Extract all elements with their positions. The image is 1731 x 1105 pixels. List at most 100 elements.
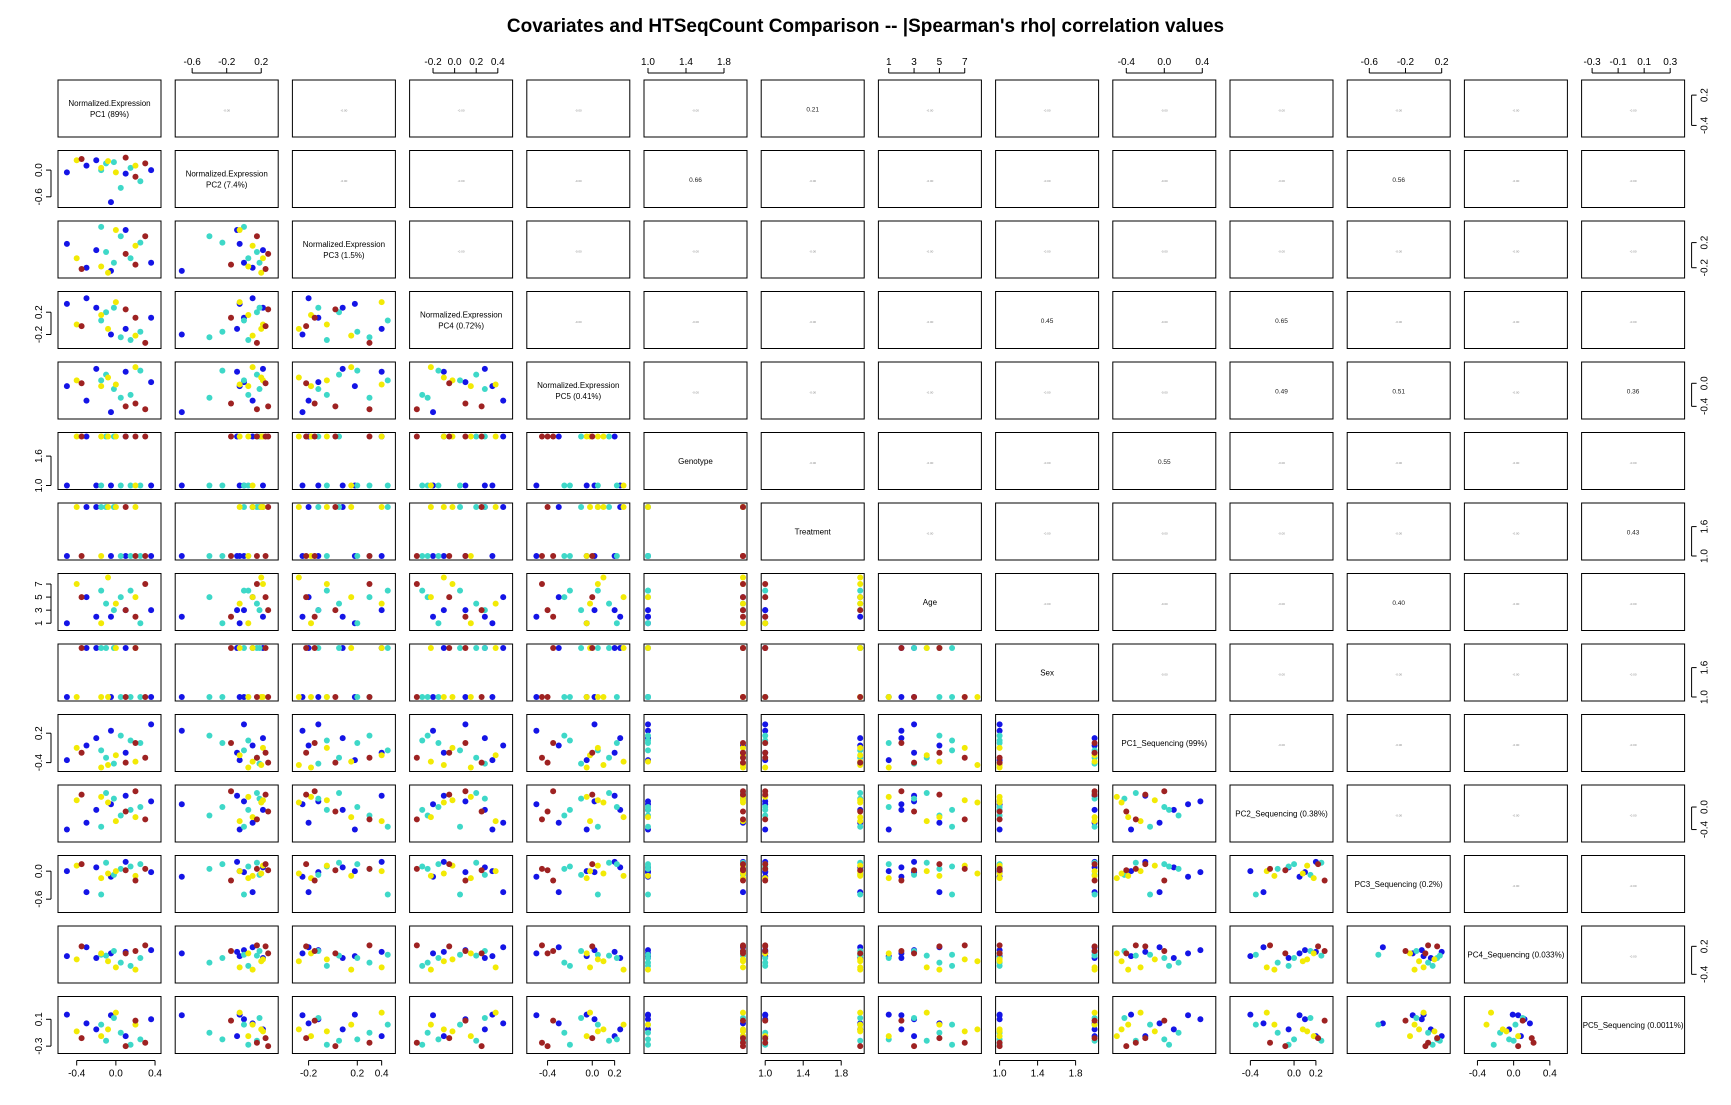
data-point xyxy=(245,950,252,957)
data-point xyxy=(961,942,968,949)
data-point xyxy=(550,1017,557,1024)
data-point xyxy=(253,789,260,796)
data-point xyxy=(148,259,155,266)
data-point xyxy=(1091,758,1098,765)
data-point xyxy=(137,553,144,559)
data-point xyxy=(1422,1043,1429,1050)
panel-frame xyxy=(1112,573,1217,631)
data-point xyxy=(885,740,892,746)
data-point xyxy=(561,1029,568,1036)
data-point xyxy=(898,948,905,954)
data-point xyxy=(645,1029,651,1036)
correlation-value: -0.00 xyxy=(1044,602,1051,606)
data-point xyxy=(378,948,385,955)
data-point xyxy=(98,620,105,627)
data-point xyxy=(240,694,247,700)
data-point xyxy=(1197,869,1204,876)
tick-label: 0.0 xyxy=(1700,800,1711,814)
data-point xyxy=(137,955,144,961)
data-point xyxy=(1123,1043,1130,1050)
data-point xyxy=(178,727,185,734)
data-point xyxy=(323,553,330,559)
data-point xyxy=(473,859,480,866)
data-point xyxy=(1091,964,1098,971)
data-point xyxy=(249,966,256,973)
data-point xyxy=(336,1037,343,1044)
data-point xyxy=(262,265,269,272)
tick-label: 0.2 xyxy=(1700,939,1711,953)
data-point xyxy=(305,819,312,826)
data-point xyxy=(332,694,339,700)
data-point xyxy=(305,1020,312,1027)
data-point xyxy=(473,504,480,510)
panel-frame xyxy=(1112,150,1217,208)
correlation-value: -0.00 xyxy=(1044,179,1051,183)
tick-label: 0.0 xyxy=(34,864,45,878)
data-point xyxy=(419,694,426,700)
panel-frame xyxy=(643,361,748,420)
data-point xyxy=(78,943,85,950)
correlation-value: 0.51 xyxy=(1392,389,1405,396)
data-point xyxy=(449,1028,456,1035)
data-point xyxy=(1151,797,1158,804)
data-point xyxy=(323,321,330,328)
panel-frame xyxy=(57,855,162,913)
data-point xyxy=(1425,942,1432,949)
data-point xyxy=(339,304,346,311)
data-point xyxy=(467,1033,474,1040)
tick-label: 0.4 xyxy=(1543,1069,1557,1080)
panel-frame xyxy=(1112,643,1217,702)
data-point xyxy=(1304,956,1311,963)
data-point xyxy=(500,889,507,896)
data-point xyxy=(583,694,590,700)
correlation-value: -0.00 xyxy=(1278,250,1285,254)
data-point xyxy=(762,1017,769,1024)
data-point xyxy=(1132,1039,1139,1046)
data-point xyxy=(462,788,469,795)
tick-label: -0.3 xyxy=(1583,57,1601,68)
data-point xyxy=(440,1033,447,1040)
data-point xyxy=(613,1036,620,1043)
data-point xyxy=(262,943,269,950)
correlation-value: 0.43 xyxy=(1627,530,1640,537)
data-point xyxy=(228,613,235,620)
data-point xyxy=(645,861,651,868)
tick-label: 0.0 xyxy=(1287,1069,1301,1080)
data-point xyxy=(1125,872,1132,879)
panel-frame xyxy=(1581,714,1686,772)
data-point xyxy=(122,607,129,614)
data-point xyxy=(1247,1011,1254,1018)
data-point xyxy=(311,433,318,440)
data-point xyxy=(366,594,373,601)
data-point xyxy=(127,806,134,813)
variable-label: PC4_Sequencing (0.033%) xyxy=(1467,951,1564,960)
data-point xyxy=(600,694,607,700)
correlation-value: 0.56 xyxy=(1392,177,1405,184)
panel-frame xyxy=(643,79,748,138)
data-point xyxy=(561,482,568,489)
data-point xyxy=(308,764,315,771)
data-point xyxy=(550,740,557,746)
data-point xyxy=(594,1021,601,1028)
data-point xyxy=(961,865,968,872)
data-point xyxy=(206,594,213,601)
data-point xyxy=(236,433,243,440)
data-point xyxy=(885,826,892,833)
data-point xyxy=(137,178,144,185)
data-point xyxy=(366,816,373,823)
data-point xyxy=(332,808,339,815)
data-point xyxy=(923,789,930,796)
correlation-value: -0.00 xyxy=(1512,250,1519,254)
data-point xyxy=(617,735,624,742)
data-point xyxy=(936,791,943,798)
scatter-panel xyxy=(762,721,864,771)
data-point xyxy=(457,823,464,830)
panel-frame xyxy=(1346,361,1451,420)
data-point xyxy=(600,504,607,510)
panel-frame xyxy=(174,643,279,702)
data-point xyxy=(996,808,1003,815)
data-point xyxy=(613,955,620,961)
data-point xyxy=(378,1033,385,1040)
data-point xyxy=(178,801,185,808)
data-point xyxy=(857,744,864,751)
